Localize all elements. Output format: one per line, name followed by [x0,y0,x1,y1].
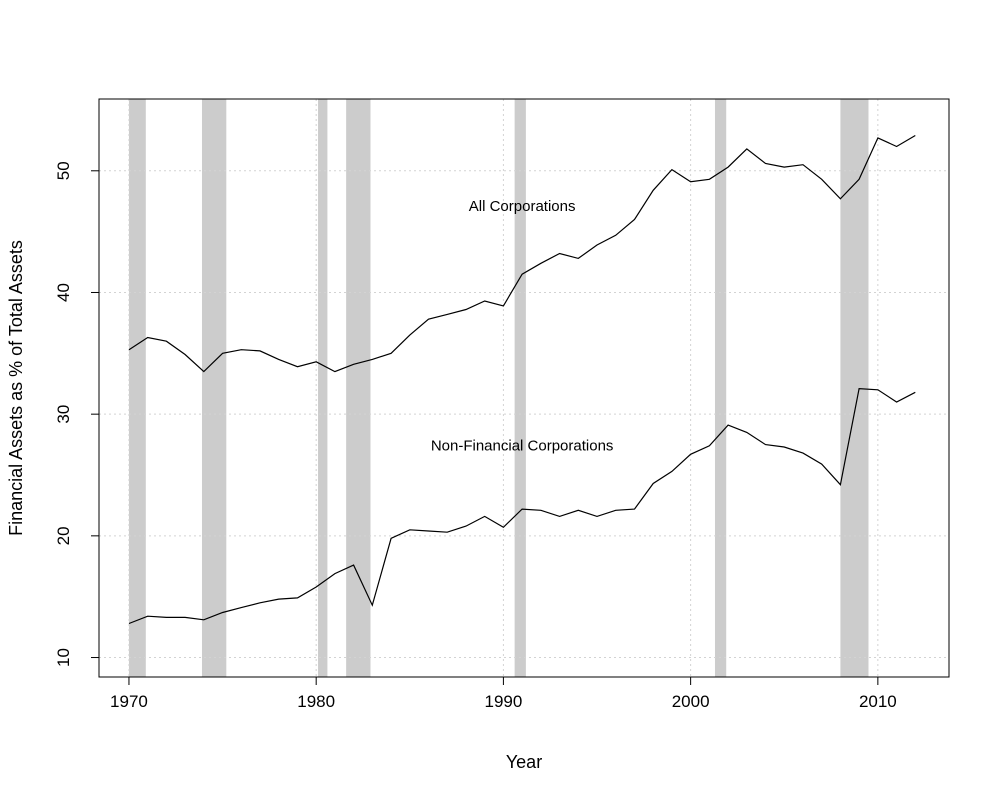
recession-band [840,99,869,677]
x-tick-label: 1970 [110,692,148,711]
y-tick-label: 50 [54,161,73,180]
recession-band [201,99,227,677]
y-tick-label: 30 [54,405,73,424]
series-annotation: All Corporations [469,198,576,215]
x-tick-label: 2000 [672,692,710,711]
x-axis-title: Year [506,752,542,772]
x-tick-label: 2010 [859,692,897,711]
y-axis-title: Financial Assets as % of Total Assets [6,240,26,536]
recession-bands [128,99,869,677]
x-axis: 1970 1980 1990 2000 2010 [110,676,897,711]
y-tick-label: 10 [54,648,73,667]
y-axis: 10 20 30 40 50 [54,161,100,667]
annotations: All Corporations Non-Financial Corporatio… [431,198,614,455]
recession-band [128,99,146,677]
y-tick-label: 40 [54,283,73,302]
recession-band [318,99,328,677]
series-line-non-financial-corporations [128,387,916,625]
series-line-all-corporations [128,134,916,373]
recession-band [346,99,371,677]
recession-band [714,99,727,677]
series-lines [128,134,916,625]
x-tick-label: 1980 [297,692,335,711]
y-tick-label: 20 [54,526,73,545]
grid-lines [99,99,949,677]
recession-band [514,99,526,677]
series-annotation: Non-Financial Corporations [431,438,614,455]
x-tick-label: 1990 [484,692,522,711]
